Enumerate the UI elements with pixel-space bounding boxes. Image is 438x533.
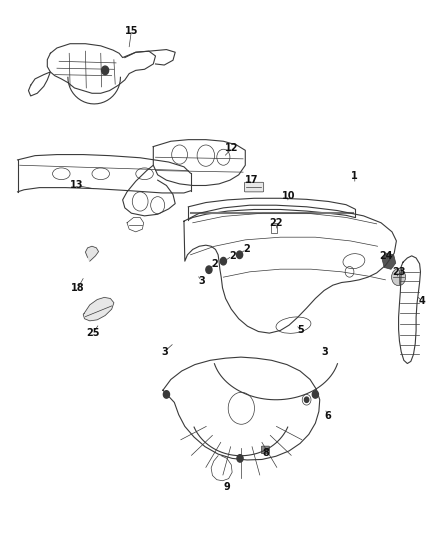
Text: 1: 1 <box>351 171 358 181</box>
Circle shape <box>237 455 243 462</box>
Text: 2: 2 <box>229 251 236 261</box>
FancyBboxPatch shape <box>244 182 264 192</box>
FancyBboxPatch shape <box>261 446 269 454</box>
Text: 5: 5 <box>297 326 304 335</box>
Circle shape <box>312 391 318 398</box>
Text: 2: 2 <box>211 259 218 269</box>
Text: 23: 23 <box>392 267 405 277</box>
Circle shape <box>102 66 109 75</box>
Text: 17: 17 <box>245 175 258 184</box>
Text: 6: 6 <box>324 411 331 421</box>
Polygon shape <box>85 246 99 261</box>
Text: 22: 22 <box>269 218 283 228</box>
Text: 18: 18 <box>71 283 85 293</box>
Polygon shape <box>83 297 114 321</box>
Text: 9: 9 <box>223 482 230 491</box>
Text: 25: 25 <box>87 328 100 337</box>
Text: 15: 15 <box>125 26 138 36</box>
Text: 8: 8 <box>263 448 270 458</box>
Text: 12: 12 <box>226 143 239 153</box>
Circle shape <box>392 269 406 286</box>
Bar <box>271 223 277 233</box>
Text: 13: 13 <box>70 181 83 190</box>
Text: 3: 3 <box>198 276 205 286</box>
Text: 3: 3 <box>161 347 168 357</box>
Circle shape <box>304 397 309 402</box>
Text: 24: 24 <box>380 251 393 261</box>
Circle shape <box>237 251 243 259</box>
Text: 4: 4 <box>418 296 425 306</box>
Text: 2: 2 <box>243 245 250 254</box>
Circle shape <box>163 391 170 398</box>
Text: 10: 10 <box>283 191 296 201</box>
Text: 3: 3 <box>321 347 328 357</box>
Circle shape <box>206 266 212 273</box>
Circle shape <box>220 257 226 265</box>
